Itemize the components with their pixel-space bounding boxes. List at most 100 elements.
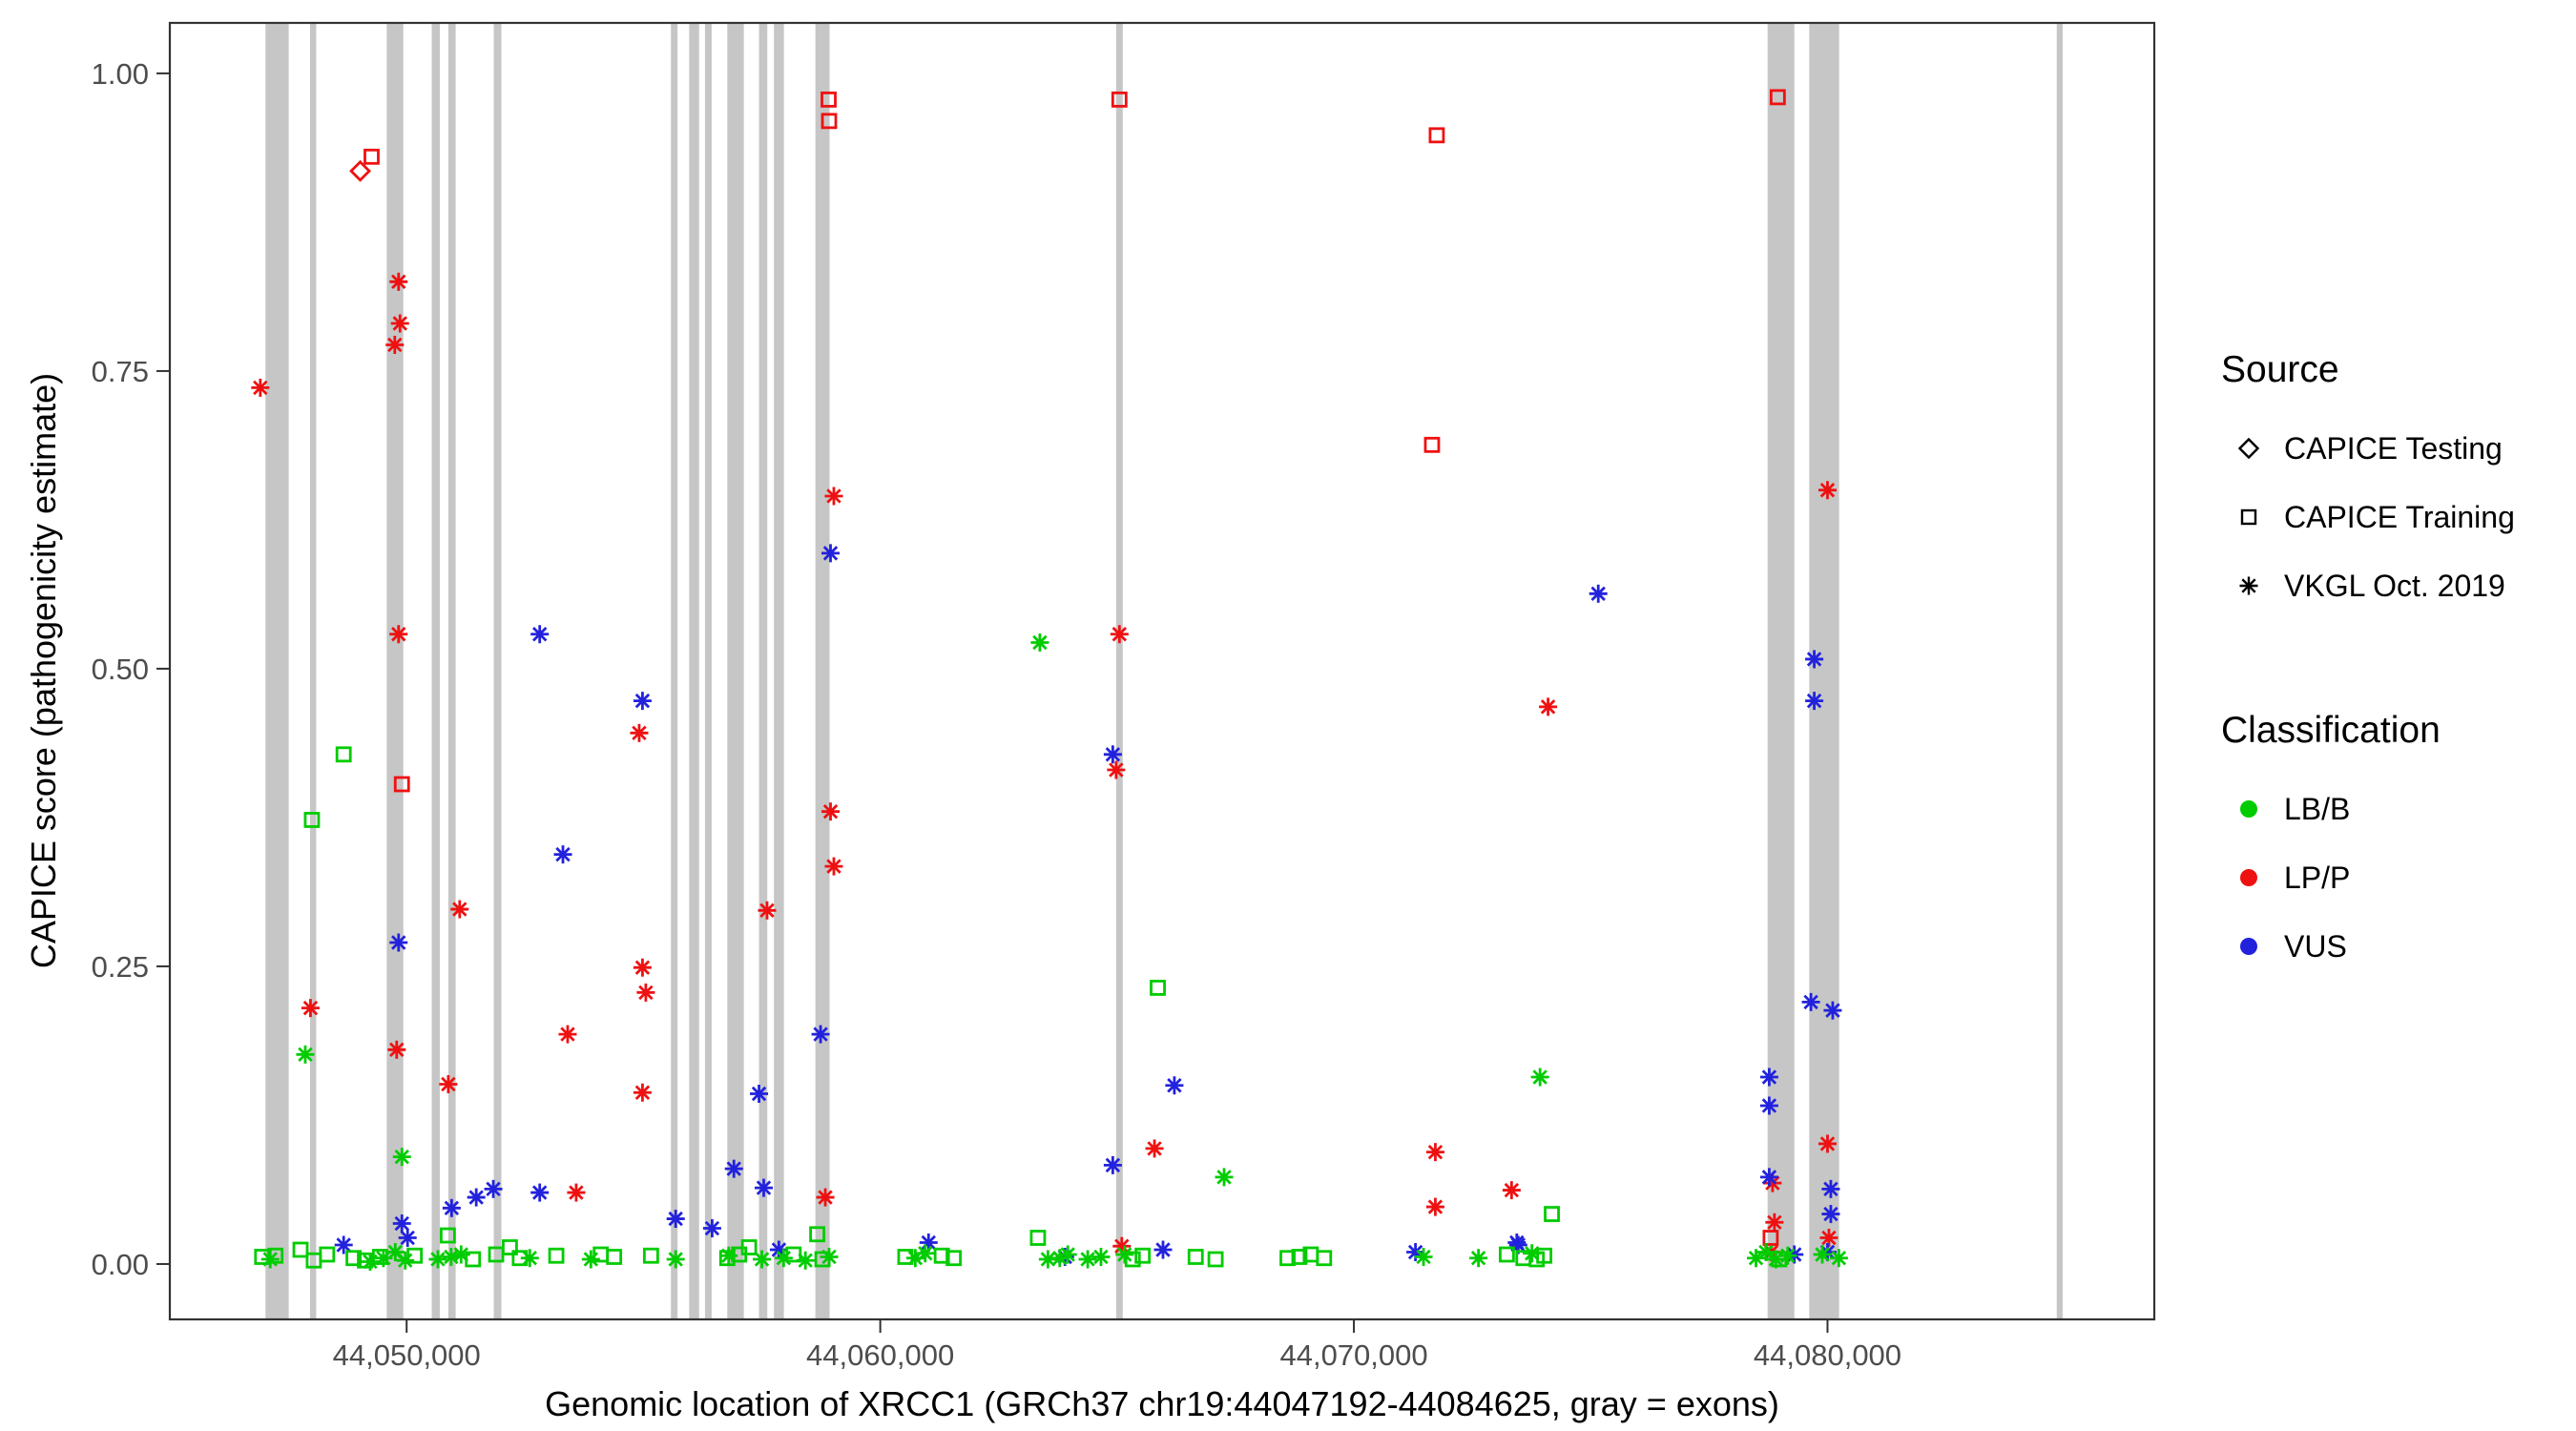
legend-item-lpp: LP/P bbox=[2221, 843, 2515, 912]
data-point-vkgl bbox=[774, 1249, 793, 1268]
exon-bar bbox=[774, 23, 784, 1319]
data-point-asterisk bbox=[2239, 576, 2258, 595]
data-point-vkgl bbox=[824, 487, 843, 506]
data-point-vkgl bbox=[1091, 1247, 1111, 1266]
data-point-vkgl bbox=[1818, 481, 1837, 500]
exon-bar bbox=[265, 23, 289, 1319]
data-point-vkgl bbox=[390, 314, 409, 333]
exon-bar bbox=[309, 23, 317, 1319]
data-point-training bbox=[821, 113, 838, 130]
data-point-training bbox=[933, 1247, 950, 1264]
exon-bar bbox=[1767, 23, 1795, 1319]
exon-bar bbox=[1115, 23, 1123, 1319]
data-point-vkgl bbox=[916, 1244, 935, 1263]
data-point-training bbox=[642, 1247, 659, 1264]
data-point-training bbox=[1150, 980, 1166, 996]
y-tick-label: 1.00 bbox=[92, 57, 149, 91]
data-point-testing bbox=[349, 159, 372, 182]
legend-item-label: VKGL Oct. 2019 bbox=[2284, 568, 2505, 603]
legend-item-label: LP/P bbox=[2284, 860, 2351, 895]
data-point-vkgl bbox=[1747, 1249, 1766, 1268]
data-point-vkgl bbox=[451, 1245, 470, 1264]
x-tick-label: 44,050,000 bbox=[333, 1338, 481, 1372]
data-point-vkgl bbox=[530, 625, 550, 644]
data-point-vkgl bbox=[630, 723, 649, 742]
legend-spacer bbox=[2221, 620, 2515, 712]
data-point-training bbox=[1279, 1250, 1296, 1267]
data-point-training bbox=[393, 776, 410, 793]
data-point-training bbox=[1428, 127, 1445, 144]
data-point-vkgl bbox=[1153, 1240, 1173, 1259]
data-point-vkgl bbox=[581, 1250, 600, 1269]
data-point-vkgl bbox=[396, 1251, 415, 1270]
data-point-vkgl bbox=[520, 1249, 539, 1268]
data-point-vkgl bbox=[1821, 1179, 1840, 1198]
data-point-vkgl bbox=[820, 1247, 839, 1266]
x-tick-label: 44,080,000 bbox=[1754, 1338, 1901, 1372]
x-tick-label: 44,060,000 bbox=[806, 1338, 954, 1372]
legend-classification-title: Classification bbox=[2221, 710, 2441, 751]
data-point-vkgl bbox=[1414, 1247, 1433, 1266]
exon-bar bbox=[447, 23, 456, 1319]
data-point-training bbox=[1291, 1249, 1308, 1265]
data-point-vkgl bbox=[1756, 1242, 1776, 1261]
data-point-vkgl bbox=[484, 1179, 503, 1198]
exon-bar bbox=[431, 23, 440, 1319]
data-point-vkgl bbox=[553, 845, 572, 864]
x-axis-title: Genomic location of XRCC1 (GRCh37 chr19:… bbox=[545, 1384, 1779, 1423]
data-point-vkgl bbox=[392, 1148, 411, 1167]
data-point-training bbox=[718, 1250, 736, 1267]
data-point-vkgl bbox=[1801, 992, 1820, 1011]
data-point-training bbox=[809, 1226, 826, 1243]
exon-bar bbox=[689, 23, 699, 1319]
data-point-vkgl bbox=[719, 1246, 738, 1265]
data-point-vkgl bbox=[1805, 650, 1824, 669]
data-point-vkgl bbox=[666, 1250, 685, 1269]
y-tick-label: 0.00 bbox=[92, 1248, 149, 1281]
exon-bar bbox=[727, 23, 744, 1319]
exon-bar bbox=[758, 23, 768, 1319]
data-point-training bbox=[364, 148, 380, 165]
data-point-training bbox=[345, 1250, 363, 1267]
data-point-training bbox=[267, 1247, 284, 1264]
exon-bar bbox=[704, 23, 712, 1319]
data-point-vkgl bbox=[1821, 1205, 1840, 1224]
data-point-vkgl bbox=[1589, 584, 1608, 603]
legend: Source CAPICE Testing CAPICE Training VK… bbox=[2221, 351, 2515, 981]
data-point-vkgl bbox=[334, 1235, 353, 1255]
data-point-vkgl bbox=[750, 1084, 769, 1103]
legend-item-vkgl: VKGL Oct. 2019 bbox=[2221, 551, 2515, 620]
data-point-vkgl bbox=[1805, 692, 1824, 711]
data-point-vkgl bbox=[1523, 1244, 1542, 1263]
data-point-training bbox=[1498, 1246, 1515, 1263]
data-point-vkgl bbox=[1502, 1181, 1521, 1200]
data-point-vkgl bbox=[251, 378, 270, 397]
data-point-training bbox=[1423, 436, 1441, 453]
data-point-vkgl bbox=[758, 901, 777, 920]
data-point-vkgl bbox=[702, 1219, 721, 1238]
legend-source-title: Source bbox=[2221, 349, 2339, 390]
data-point-vkgl bbox=[467, 1188, 486, 1207]
data-point-vkgl bbox=[450, 900, 469, 919]
data-point-vkgl bbox=[442, 1198, 461, 1217]
data-point-vkgl bbox=[361, 1252, 380, 1271]
data-point-vkgl bbox=[824, 857, 843, 876]
exon-bar bbox=[2056, 23, 2063, 1319]
exon-bar bbox=[1809, 23, 1839, 1319]
data-point-training bbox=[1316, 1250, 1333, 1267]
data-point-vkgl bbox=[666, 1210, 685, 1229]
exon-bar bbox=[386, 23, 404, 1319]
data-point-vkgl bbox=[1759, 1168, 1778, 1187]
data-point-training bbox=[1544, 1206, 1560, 1222]
data-point-vkgl bbox=[753, 1250, 772, 1269]
data-point-vkgl bbox=[633, 1083, 652, 1102]
data-point-vkgl bbox=[755, 1178, 774, 1197]
data-point-vkgl bbox=[1078, 1250, 1097, 1269]
data-point-training bbox=[740, 1239, 758, 1255]
x-tick-label: 44,070,000 bbox=[1279, 1338, 1427, 1372]
data-point-vkgl bbox=[1759, 1096, 1778, 1115]
data-point-training bbox=[1134, 1247, 1152, 1264]
data-point-vkgl bbox=[1115, 1245, 1134, 1264]
data-point-vkgl bbox=[389, 272, 408, 291]
y-tick-label: 0.75 bbox=[92, 355, 149, 388]
